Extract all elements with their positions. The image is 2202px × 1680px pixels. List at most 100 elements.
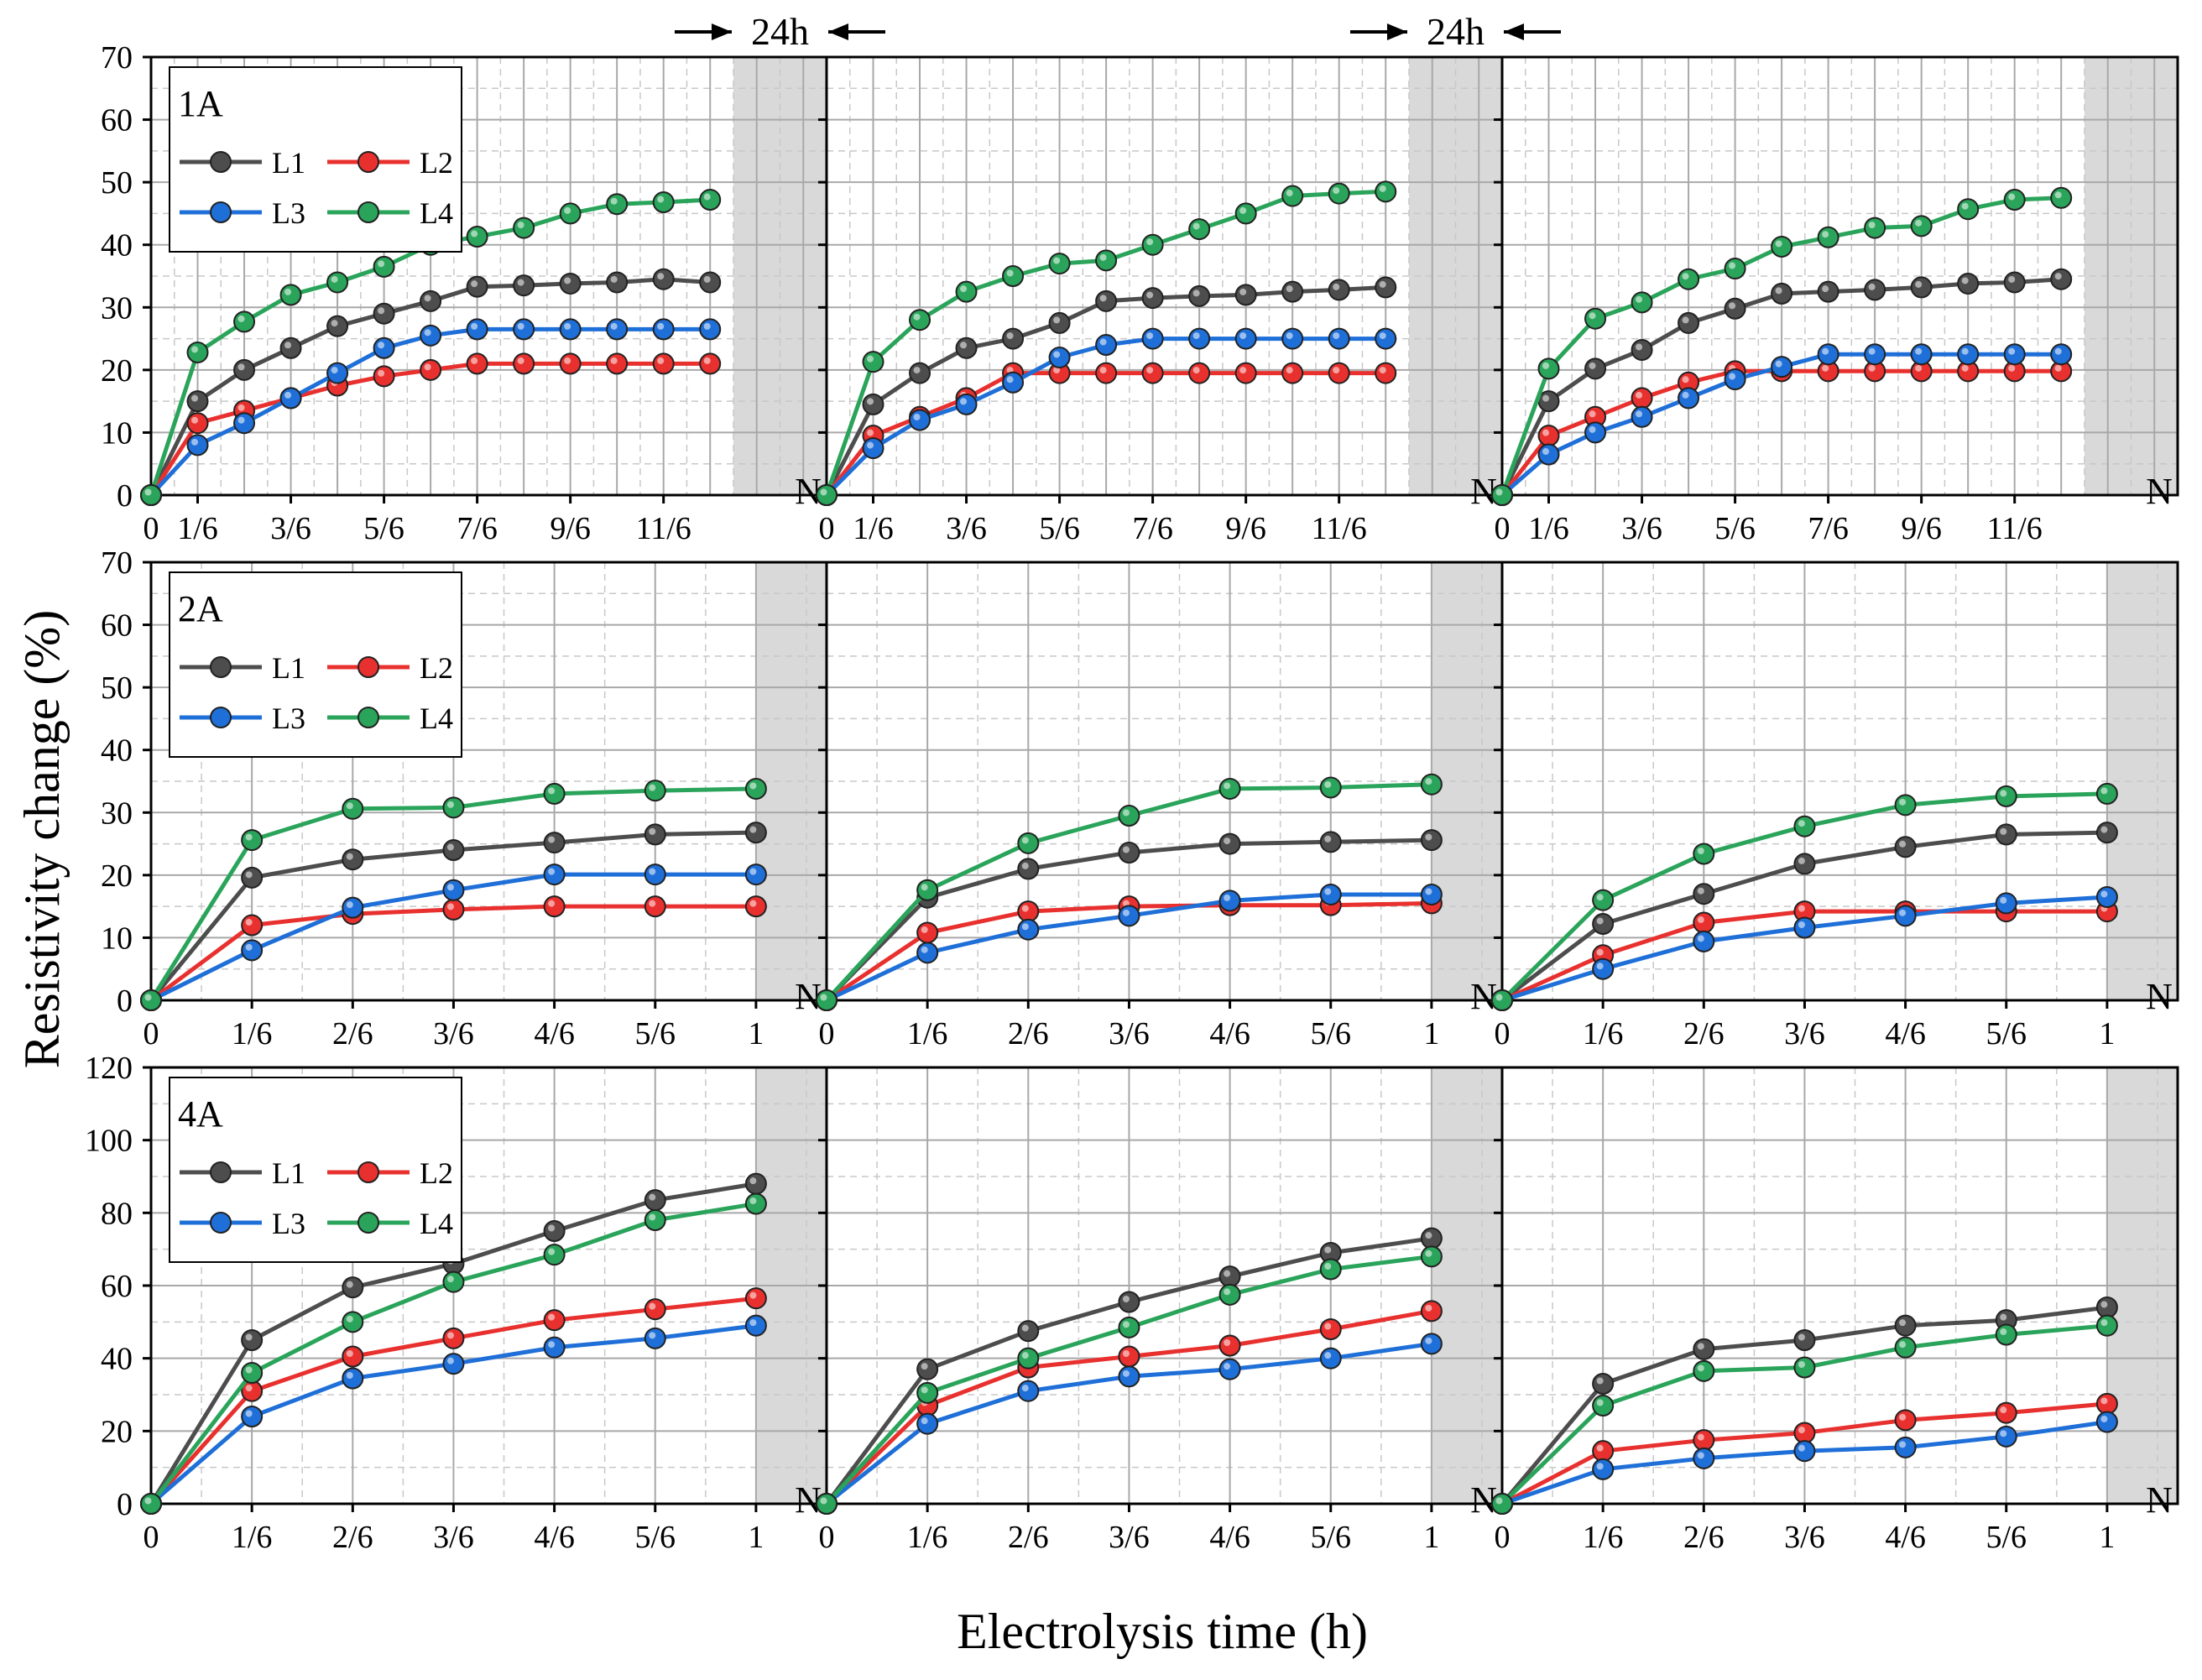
break-marker: N xyxy=(2146,471,2173,512)
data-point-L4 xyxy=(1537,357,1560,380)
data-point-L3 xyxy=(744,1314,767,1337)
data-point-L4 xyxy=(1491,989,1513,1011)
data-point-L4 xyxy=(1141,233,1164,256)
data-point-L4 xyxy=(513,217,535,239)
marker-highlight xyxy=(1006,332,1014,340)
marker-highlight xyxy=(284,342,292,349)
data-point-L1 xyxy=(1864,279,1886,301)
x-tick-label: 1 xyxy=(2099,1520,2115,1555)
marker-highlight xyxy=(1286,190,1293,197)
data-point-L4 xyxy=(1319,776,1342,799)
marker-highlight xyxy=(1122,1370,1130,1377)
marker-highlight xyxy=(1596,948,1604,956)
marker-highlight xyxy=(749,1291,757,1299)
marker-highlight xyxy=(446,903,454,910)
marker-highlight xyxy=(1053,316,1061,324)
data-point-L3 xyxy=(1793,916,1816,939)
data-point-L3 xyxy=(1234,327,1257,350)
marker-highlight xyxy=(1324,1323,1332,1330)
data-point-L1 xyxy=(1328,279,1350,301)
marker-highlight xyxy=(820,1497,827,1505)
data-point-L3 xyxy=(1375,327,1397,350)
x-tick-label: 2/6 xyxy=(332,1016,373,1051)
marker-highlight xyxy=(1775,240,1782,248)
marker-highlight xyxy=(921,1363,928,1370)
marker-highlight xyxy=(1822,364,1829,372)
data-point-L2 xyxy=(1319,1318,1342,1340)
marker-highlight xyxy=(471,230,478,237)
data-point-L1 xyxy=(1537,390,1560,413)
marker-highlight xyxy=(867,429,874,436)
data-point-L3 xyxy=(442,879,465,901)
data-point-L4 xyxy=(1118,805,1140,827)
annotation-arrowhead-right xyxy=(1504,23,1524,40)
x-tick-label: 1/6 xyxy=(232,1520,273,1555)
marker-highlight xyxy=(378,307,385,315)
data-point-L2 xyxy=(1693,911,1715,934)
data-point-L4 xyxy=(1095,249,1118,272)
data-point-L4 xyxy=(1693,843,1715,865)
x-tick-label: 5/6 xyxy=(1310,1520,1351,1555)
data-point-L1 xyxy=(342,1276,364,1299)
marker-highlight xyxy=(245,1333,253,1341)
marker-highlight xyxy=(378,260,385,268)
data-point-L1 xyxy=(241,866,264,889)
data-point-L2 xyxy=(342,1345,364,1368)
data-point-L4 xyxy=(466,226,488,248)
marker-highlight xyxy=(548,1224,556,1232)
x-tick-label: 11/6 xyxy=(1987,511,2043,546)
x-tick-label: 3/6 xyxy=(946,511,987,546)
data-point-L4 xyxy=(1420,773,1443,796)
data-point-L1 xyxy=(2050,268,2073,290)
marker-highlight xyxy=(749,1177,757,1185)
data-point-L2 xyxy=(513,352,535,375)
data-point-L1 xyxy=(1118,1291,1140,1313)
y-tick-label: 120 xyxy=(85,1051,133,1086)
data-point-L4 xyxy=(1631,291,1653,314)
marker-highlight xyxy=(657,357,665,364)
marker-highlight xyxy=(1697,887,1704,895)
data-point-L3 xyxy=(1910,343,1933,366)
x-tick-label: 1/6 xyxy=(1583,1520,1624,1555)
data-point-L4 xyxy=(1724,258,1746,280)
marker-highlight xyxy=(237,404,245,411)
marker-highlight xyxy=(2100,1416,2108,1422)
marker-highlight xyxy=(1822,231,1829,238)
marker-highlight xyxy=(346,1350,353,1357)
data-point-L4 xyxy=(1420,1245,1443,1268)
data-point-L3 xyxy=(606,318,629,341)
marker-highlight xyxy=(1146,367,1154,374)
data-point-L1 xyxy=(744,1172,767,1195)
marker-highlight xyxy=(1021,905,1029,912)
axis-frame xyxy=(1500,55,2179,497)
marker-highlight xyxy=(921,884,928,891)
data-point-L2 xyxy=(652,352,675,375)
marker-highlight xyxy=(1636,391,1643,399)
data-point-L4 xyxy=(1995,785,2017,807)
x-tick-label: 1 xyxy=(1423,1520,1439,1555)
marker-highlight xyxy=(1333,367,1340,374)
marker-highlight xyxy=(749,900,757,907)
data-point-L2 xyxy=(916,921,939,944)
data-point-L1 xyxy=(916,1358,939,1380)
data-point-L1 xyxy=(1002,327,1025,350)
data-point-L4 xyxy=(1048,253,1071,275)
data-point-L3 xyxy=(559,318,582,341)
data-point-L2 xyxy=(1894,1409,1917,1432)
data-point-L3 xyxy=(955,393,978,415)
x-tick-label: 0 xyxy=(143,511,159,546)
data-point-L2 xyxy=(543,1309,566,1332)
marker-highlight xyxy=(1006,269,1014,277)
data-point-L3 xyxy=(1631,405,1653,428)
data-point-L1 xyxy=(559,272,582,295)
data-point-L2 xyxy=(1995,1401,2017,1424)
legend-marker-L2 xyxy=(357,151,379,173)
marker-highlight xyxy=(1379,185,1386,192)
data-point-L2 xyxy=(1017,900,1040,923)
marker-highlight xyxy=(1868,222,1876,229)
data-point-L3 xyxy=(1420,1333,1443,1355)
legend-label-L4: L4 xyxy=(420,702,453,735)
data-point-L3 xyxy=(1420,883,1443,905)
legend-marker-L3 xyxy=(210,707,232,728)
data-point-L2 xyxy=(559,352,582,375)
